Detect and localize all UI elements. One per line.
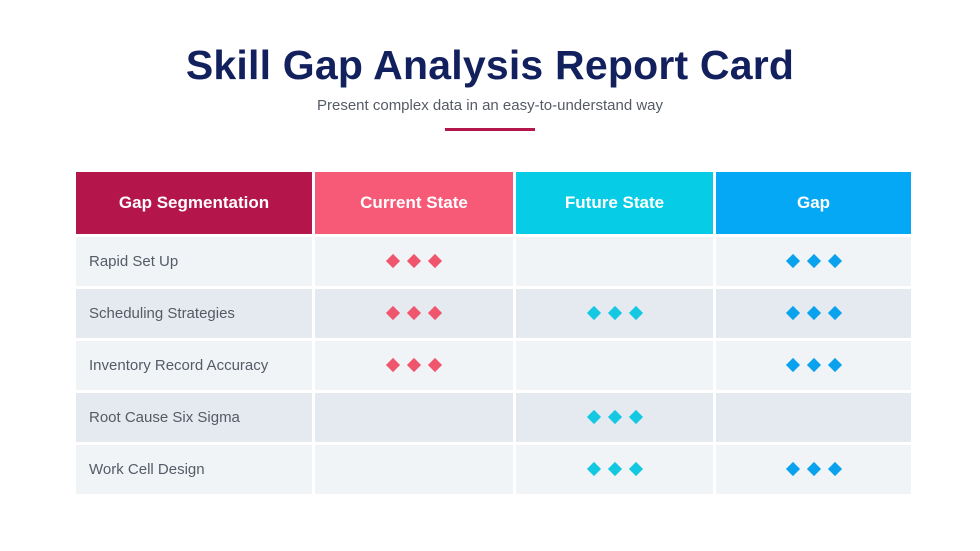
- rating-markers: [785, 461, 842, 476]
- diamond-icon: [827, 357, 842, 372]
- column-header-gap-segmentation: Gap Segmentation: [76, 172, 315, 234]
- diamond-icon: [806, 305, 821, 320]
- diamond-icon: [586, 461, 601, 476]
- diamond-icon: [827, 305, 842, 320]
- page-subtitle: Present complex data in an easy-to-under…: [316, 97, 664, 114]
- row-label: Root Cause Six Sigma: [76, 390, 315, 442]
- column-header-gap: Gap: [716, 172, 911, 234]
- diamond-icon: [406, 253, 422, 268]
- cell-future-state: [516, 442, 716, 494]
- diamond-icon: [628, 409, 643, 424]
- row-label: Inventory Record Accuracy: [76, 338, 315, 390]
- column-header-future-state: Future State: [516, 172, 716, 234]
- diamond-icon: [628, 305, 643, 320]
- cell-gap: [716, 390, 911, 442]
- cell-gap: [716, 286, 911, 338]
- skill-gap-table: Gap Segmentation Current State Future St…: [76, 172, 911, 494]
- diamond-icon: [785, 305, 800, 320]
- table-row: Inventory Record Accuracy: [76, 338, 911, 390]
- cell-future-state: [516, 390, 716, 442]
- diamond-icon: [385, 253, 401, 268]
- cell-current-state: [315, 338, 516, 390]
- diamond-icon: [806, 253, 821, 268]
- title-divider: [445, 128, 535, 131]
- diamond-icon: [586, 305, 601, 320]
- column-header-current-state: Current State: [315, 172, 516, 234]
- diamond-icon: [607, 409, 622, 424]
- diamond-icon: [427, 253, 443, 268]
- rating-markers: [385, 305, 443, 320]
- row-label: Work Cell Design: [76, 442, 315, 494]
- rating-markers: [785, 253, 842, 268]
- cell-future-state: [516, 338, 716, 390]
- cell-future-state: [516, 286, 716, 338]
- cell-current-state: [315, 390, 516, 442]
- diamond-icon: [785, 357, 800, 372]
- page-title: Skill Gap Analysis Report Card: [185, 42, 795, 88]
- cell-current-state: [315, 286, 516, 338]
- rating-markers: [385, 357, 443, 372]
- table-row: Work Cell Design: [76, 442, 911, 494]
- row-label: Rapid Set Up: [76, 234, 315, 286]
- rating-markers: [385, 253, 443, 268]
- diamond-icon: [827, 253, 842, 268]
- rating-markers: [586, 409, 643, 424]
- diamond-icon: [806, 357, 821, 372]
- diamond-icon: [586, 409, 601, 424]
- table-row: Scheduling Strategies: [76, 286, 911, 338]
- diamond-icon: [628, 461, 643, 476]
- row-label: Scheduling Strategies: [76, 286, 315, 338]
- diamond-icon: [406, 305, 422, 320]
- rating-markers: [586, 461, 643, 476]
- table-body: Rapid Set Up Scheduling Strategies Invento…: [76, 234, 911, 494]
- diamond-icon: [406, 357, 422, 372]
- diamond-icon: [607, 305, 622, 320]
- diamond-icon: [607, 461, 622, 476]
- cell-gap: [716, 234, 911, 286]
- cell-gap: [716, 338, 911, 390]
- rating-markers: [586, 305, 643, 320]
- diamond-icon: [427, 357, 443, 372]
- diamond-icon: [785, 461, 800, 476]
- table-row: Root Cause Six Sigma: [76, 390, 911, 442]
- rating-markers: [785, 357, 842, 372]
- table-row: Rapid Set Up: [76, 234, 911, 286]
- diamond-icon: [385, 357, 401, 372]
- diamond-icon: [427, 305, 443, 320]
- rating-markers: [785, 305, 842, 320]
- diamond-icon: [806, 461, 821, 476]
- diamond-icon: [385, 305, 401, 320]
- cell-current-state: [315, 442, 516, 494]
- table-header-row: Gap Segmentation Current State Future St…: [76, 172, 911, 234]
- cell-gap: [716, 442, 911, 494]
- diamond-icon: [785, 253, 800, 268]
- cell-current-state: [315, 234, 516, 286]
- cell-future-state: [516, 234, 716, 286]
- diamond-icon: [827, 461, 842, 476]
